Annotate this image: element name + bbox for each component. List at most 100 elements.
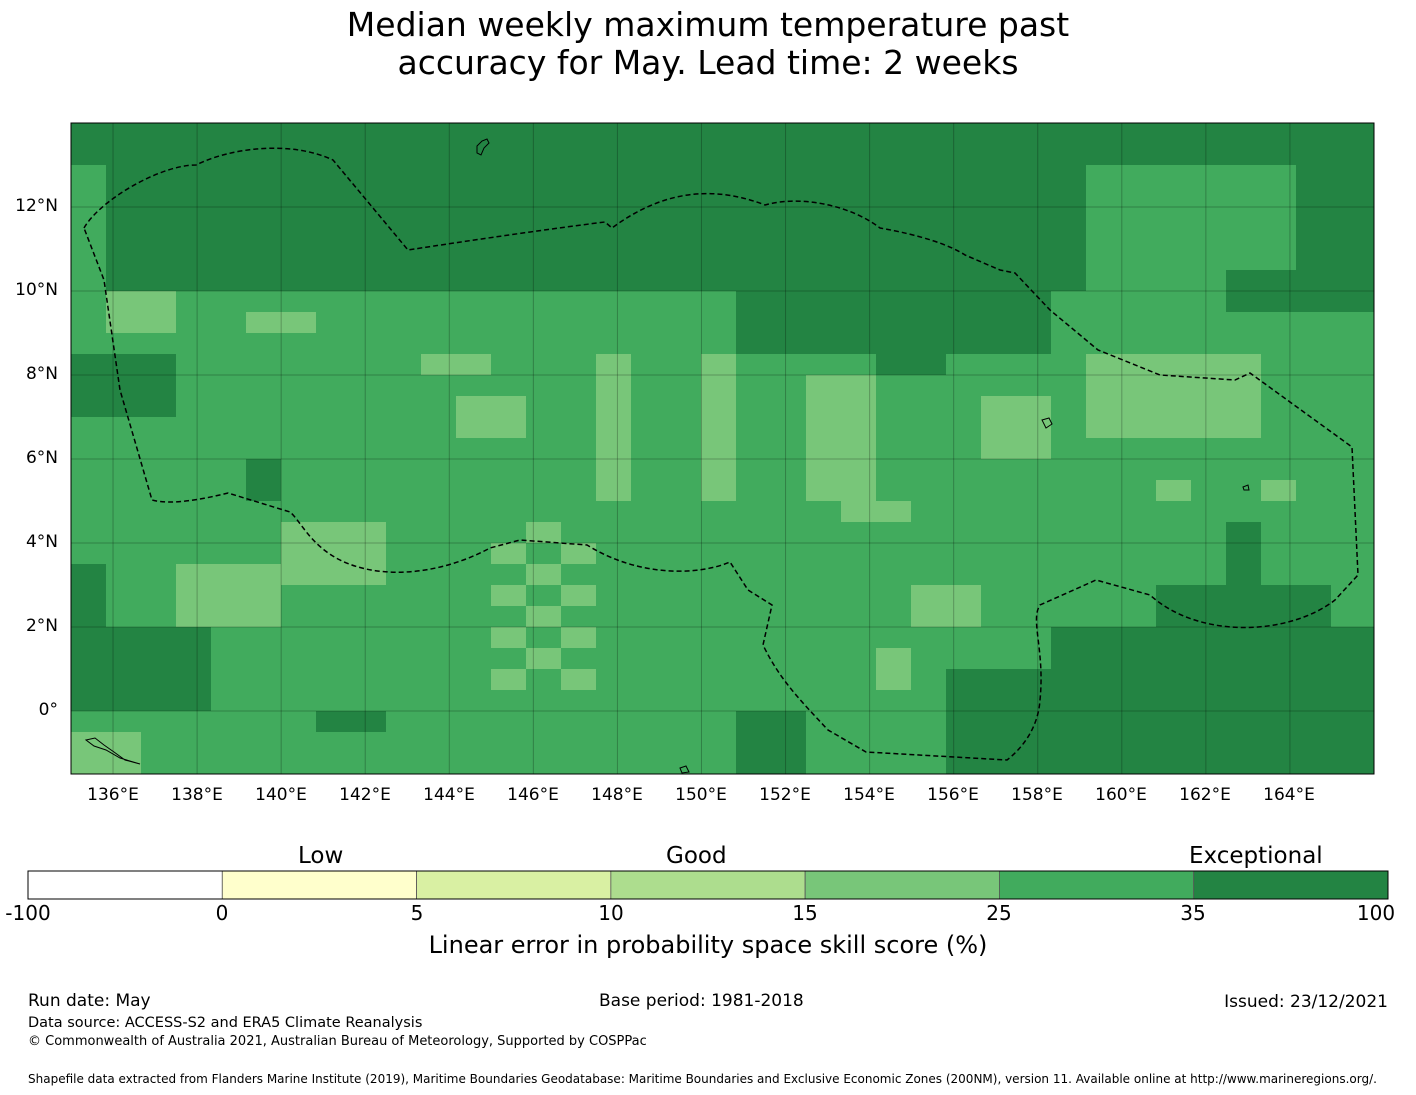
grid-cell bbox=[1226, 186, 1262, 208]
grid-cell bbox=[491, 459, 527, 481]
grid-cell bbox=[106, 186, 142, 208]
grid-cell bbox=[316, 375, 352, 397]
grid-cell bbox=[771, 375, 807, 397]
grid-cell bbox=[71, 291, 107, 313]
grid-cell bbox=[491, 312, 527, 334]
grid-cell bbox=[211, 375, 247, 397]
grid-cell bbox=[841, 333, 877, 355]
grid-cell bbox=[841, 312, 877, 334]
grid-cell bbox=[246, 543, 282, 565]
grid-cell bbox=[1156, 354, 1192, 376]
grid-cell bbox=[841, 522, 877, 544]
grid-cell bbox=[281, 228, 317, 250]
grid-cell bbox=[176, 564, 212, 586]
grid-cell bbox=[421, 501, 457, 523]
grid-cell bbox=[1121, 732, 1157, 754]
grid-cell bbox=[911, 438, 947, 460]
grid-cell bbox=[596, 690, 632, 712]
grid-cell bbox=[876, 144, 912, 166]
grid-cell bbox=[1051, 333, 1087, 355]
grid-cell bbox=[1296, 522, 1332, 544]
grid-cell bbox=[1051, 564, 1087, 586]
grid-cell bbox=[876, 480, 912, 502]
grid-cell bbox=[736, 669, 772, 691]
grid-cell bbox=[211, 564, 247, 586]
grid-cell bbox=[771, 627, 807, 649]
grid-cell bbox=[701, 690, 737, 712]
grid-cell bbox=[876, 585, 912, 607]
island-kosrae bbox=[1242, 484, 1250, 491]
grid-cell bbox=[911, 144, 947, 166]
grid-cell bbox=[141, 438, 177, 460]
grid-cell bbox=[1366, 375, 1375, 397]
grid-cell bbox=[981, 333, 1017, 355]
grid-cell bbox=[631, 543, 667, 565]
grid-cell bbox=[841, 186, 877, 208]
grid-cell bbox=[1086, 753, 1122, 775]
grid-cell bbox=[701, 354, 737, 376]
grid-cell bbox=[1366, 228, 1375, 250]
island-png-bits bbox=[679, 765, 690, 774]
grid-cell bbox=[946, 501, 982, 523]
grid-cell bbox=[1016, 165, 1052, 187]
grid-cell bbox=[71, 480, 107, 502]
grid-cell bbox=[806, 312, 842, 334]
grid-cell bbox=[666, 501, 702, 523]
grid-cell bbox=[1121, 669, 1157, 691]
grid-cell bbox=[106, 480, 142, 502]
grid-cell bbox=[491, 123, 527, 145]
grid-cell bbox=[701, 186, 737, 208]
grid-cell bbox=[1296, 627, 1332, 649]
grid-cell bbox=[246, 144, 282, 166]
grid-cell bbox=[141, 501, 177, 523]
grid-cell bbox=[1121, 228, 1157, 250]
grid-cell bbox=[1296, 270, 1332, 292]
grid-cell bbox=[1366, 312, 1375, 334]
grid-cell bbox=[1086, 459, 1122, 481]
grid-cell bbox=[386, 585, 422, 607]
grid-cell bbox=[386, 396, 422, 418]
grid-cell bbox=[946, 459, 982, 481]
grid-cell bbox=[631, 123, 667, 145]
grid-cell bbox=[1296, 501, 1332, 523]
grid-cell bbox=[701, 501, 737, 523]
grid-cell bbox=[421, 606, 457, 628]
grid-cell bbox=[771, 249, 807, 271]
grid-cell bbox=[806, 753, 842, 775]
grid-cell bbox=[806, 270, 842, 292]
grid-cell bbox=[1086, 417, 1122, 439]
grid-cell bbox=[1366, 669, 1375, 691]
grid-cell bbox=[1086, 501, 1122, 523]
grid-cell bbox=[806, 543, 842, 565]
grid-cell bbox=[71, 585, 107, 607]
grid-cell bbox=[701, 144, 737, 166]
grid-cell bbox=[1016, 585, 1052, 607]
grid-cell bbox=[841, 543, 877, 565]
grid-cell bbox=[176, 396, 212, 418]
grid-cell bbox=[211, 648, 247, 670]
grid-cell bbox=[1191, 312, 1227, 334]
grid-cell bbox=[526, 732, 562, 754]
grid-cell bbox=[491, 522, 527, 544]
grid-cell bbox=[386, 564, 422, 586]
grid-cell bbox=[946, 711, 982, 733]
grid-cell bbox=[1156, 207, 1192, 229]
grid-cell bbox=[281, 606, 317, 628]
grid-cell bbox=[246, 375, 282, 397]
grid-cell bbox=[1331, 669, 1367, 691]
grid-cell bbox=[771, 543, 807, 565]
grid-cell bbox=[876, 228, 912, 250]
grid-cell bbox=[736, 690, 772, 712]
grid-cell bbox=[1296, 564, 1332, 586]
grid-cell bbox=[106, 648, 142, 670]
grid-cell bbox=[1086, 711, 1122, 733]
grid-cell bbox=[211, 438, 247, 460]
grid-cell bbox=[351, 165, 387, 187]
grid-cell bbox=[281, 522, 317, 544]
grid-cell bbox=[806, 144, 842, 166]
grid-cell bbox=[1331, 627, 1367, 649]
grid-cell bbox=[1121, 312, 1157, 334]
grid-cell bbox=[351, 186, 387, 208]
grid-cell bbox=[491, 417, 527, 439]
lon-tick-label: 150°E bbox=[675, 785, 727, 805]
